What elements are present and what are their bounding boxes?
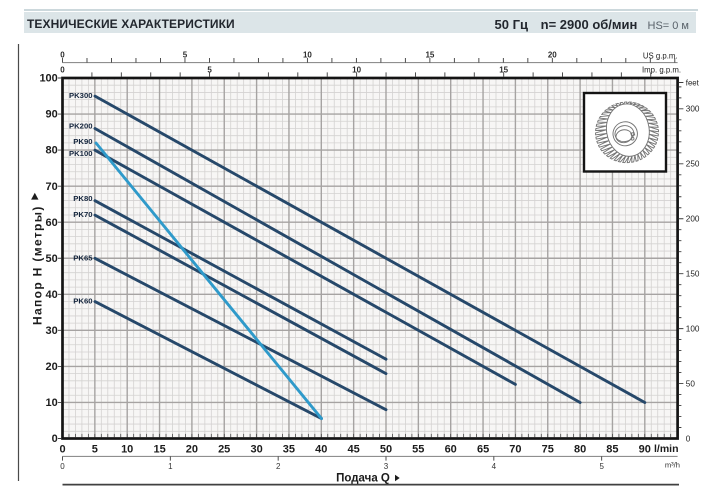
svg-text:2: 2 xyxy=(276,462,281,471)
svg-text:PK100: PK100 xyxy=(69,149,93,158)
svg-text:PK70: PK70 xyxy=(73,210,92,219)
svg-text:80: 80 xyxy=(574,443,586,455)
svg-text:Imp. g.p.m.: Imp. g.p.m. xyxy=(642,66,681,75)
svg-text:40: 40 xyxy=(315,443,327,455)
svg-text:90: 90 xyxy=(639,443,651,455)
svg-text:US g.p.m.: US g.p.m. xyxy=(643,52,678,61)
svg-text:150: 150 xyxy=(686,270,700,279)
svg-text:4: 4 xyxy=(492,462,497,471)
svg-text:PK300: PK300 xyxy=(69,91,93,100)
svg-text:250: 250 xyxy=(686,160,700,169)
svg-text:PK200: PK200 xyxy=(69,122,93,131)
svg-text:100: 100 xyxy=(39,73,57,85)
svg-text:55: 55 xyxy=(412,443,424,455)
svg-text:30: 30 xyxy=(250,443,262,455)
svg-text:1: 1 xyxy=(168,462,173,471)
svg-text:10: 10 xyxy=(121,443,133,455)
svg-text:50: 50 xyxy=(46,253,58,265)
svg-text:0: 0 xyxy=(60,51,65,60)
svg-text:30: 30 xyxy=(46,325,58,337)
svg-text:45: 45 xyxy=(347,443,359,455)
svg-text:65: 65 xyxy=(477,443,489,455)
svg-text:0: 0 xyxy=(60,462,65,471)
svg-text:PK65: PK65 xyxy=(73,253,93,262)
svg-text:0: 0 xyxy=(60,65,65,74)
svg-text:85: 85 xyxy=(606,443,618,455)
svg-text:PK90: PK90 xyxy=(73,137,92,146)
svg-text:20: 20 xyxy=(548,51,557,60)
svg-text:m³/h: m³/h xyxy=(665,461,680,470)
svg-text:60: 60 xyxy=(46,217,58,229)
svg-text:Напор H (метры): Напор H (метры) xyxy=(31,205,45,325)
svg-text:5: 5 xyxy=(599,462,604,471)
svg-text:20: 20 xyxy=(46,361,58,373)
svg-text:10: 10 xyxy=(352,65,361,74)
svg-text:25: 25 xyxy=(218,443,230,455)
svg-text:PK60: PK60 xyxy=(73,296,92,305)
svg-text:50: 50 xyxy=(686,379,696,388)
svg-text:5: 5 xyxy=(92,443,98,455)
svg-text:5: 5 xyxy=(183,51,188,60)
svg-text:70: 70 xyxy=(509,443,521,455)
svg-text:75: 75 xyxy=(542,443,554,455)
svg-text:3: 3 xyxy=(384,462,389,471)
svg-text:0: 0 xyxy=(52,433,58,445)
svg-text:40: 40 xyxy=(46,289,58,301)
svg-text:80: 80 xyxy=(46,145,58,157)
svg-text:l/min: l/min xyxy=(654,443,679,455)
svg-text:20: 20 xyxy=(186,443,198,455)
svg-text:0: 0 xyxy=(686,434,691,443)
svg-text:10: 10 xyxy=(303,51,312,60)
svg-text:35: 35 xyxy=(283,443,295,455)
svg-text:15: 15 xyxy=(153,443,165,455)
svg-text:100: 100 xyxy=(686,324,700,333)
svg-text:10: 10 xyxy=(46,397,58,409)
svg-text:60: 60 xyxy=(445,443,457,455)
svg-text:50: 50 xyxy=(380,443,392,455)
svg-text:15: 15 xyxy=(425,51,434,60)
svg-text:5: 5 xyxy=(207,65,212,74)
svg-text:90: 90 xyxy=(46,109,58,121)
svg-text:feet: feet xyxy=(686,78,700,87)
svg-text:200: 200 xyxy=(686,215,700,224)
svg-text:300: 300 xyxy=(686,105,700,114)
svg-text:0: 0 xyxy=(59,443,65,455)
svg-text:PK80: PK80 xyxy=(73,194,92,203)
svg-text:70: 70 xyxy=(46,181,58,193)
svg-text:Подача Q: Подача Q xyxy=(336,473,390,485)
svg-text:15: 15 xyxy=(499,65,508,74)
